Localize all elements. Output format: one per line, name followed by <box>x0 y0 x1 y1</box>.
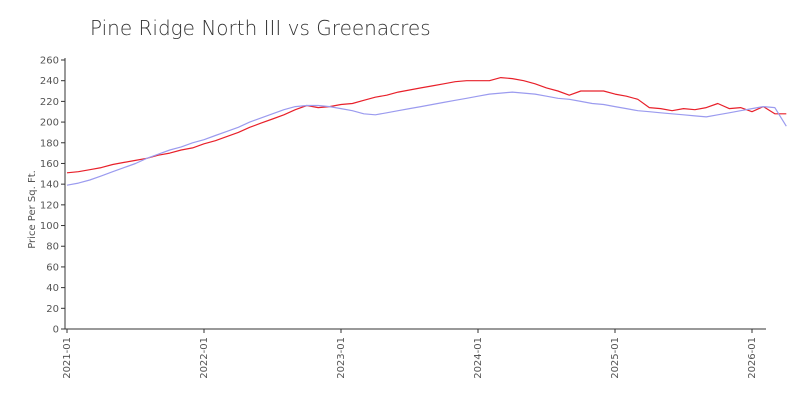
y-tick-label: 140 <box>40 180 59 191</box>
y-tick-label: 200 <box>40 118 59 129</box>
y-tick-label: 80 <box>46 242 59 253</box>
y-axis-title: Price Per Sq. Ft. <box>27 170 38 249</box>
x-tick-label: 2026-01 <box>747 337 758 379</box>
series-line-2 <box>66 91 787 186</box>
y-tick-label: 180 <box>40 138 59 149</box>
y-tick-label: 40 <box>46 283 59 294</box>
y-tick-label: 0 <box>53 325 59 336</box>
y-tick-label: 160 <box>40 159 59 170</box>
y-tick-label: 60 <box>46 262 59 273</box>
series-line-1 <box>66 77 787 174</box>
y-tick-label: 20 <box>46 304 59 315</box>
chart-title: Pine Ridge North III vs Greenacres <box>90 16 431 40</box>
y-tick-label: 100 <box>40 221 59 232</box>
y-tick-label: 260 <box>40 56 59 67</box>
x-tick-label: 2025-01 <box>610 337 621 379</box>
y-tick-label: 240 <box>40 76 59 87</box>
x-tick-label: 2022-01 <box>199 337 210 379</box>
x-tick-label: 2021-01 <box>62 337 73 379</box>
x-tick-label: 2023-01 <box>336 337 347 379</box>
x-tick-label: 2024-01 <box>473 337 484 379</box>
y-tick-label: 120 <box>40 200 59 211</box>
y-tick-label: 220 <box>40 97 59 108</box>
